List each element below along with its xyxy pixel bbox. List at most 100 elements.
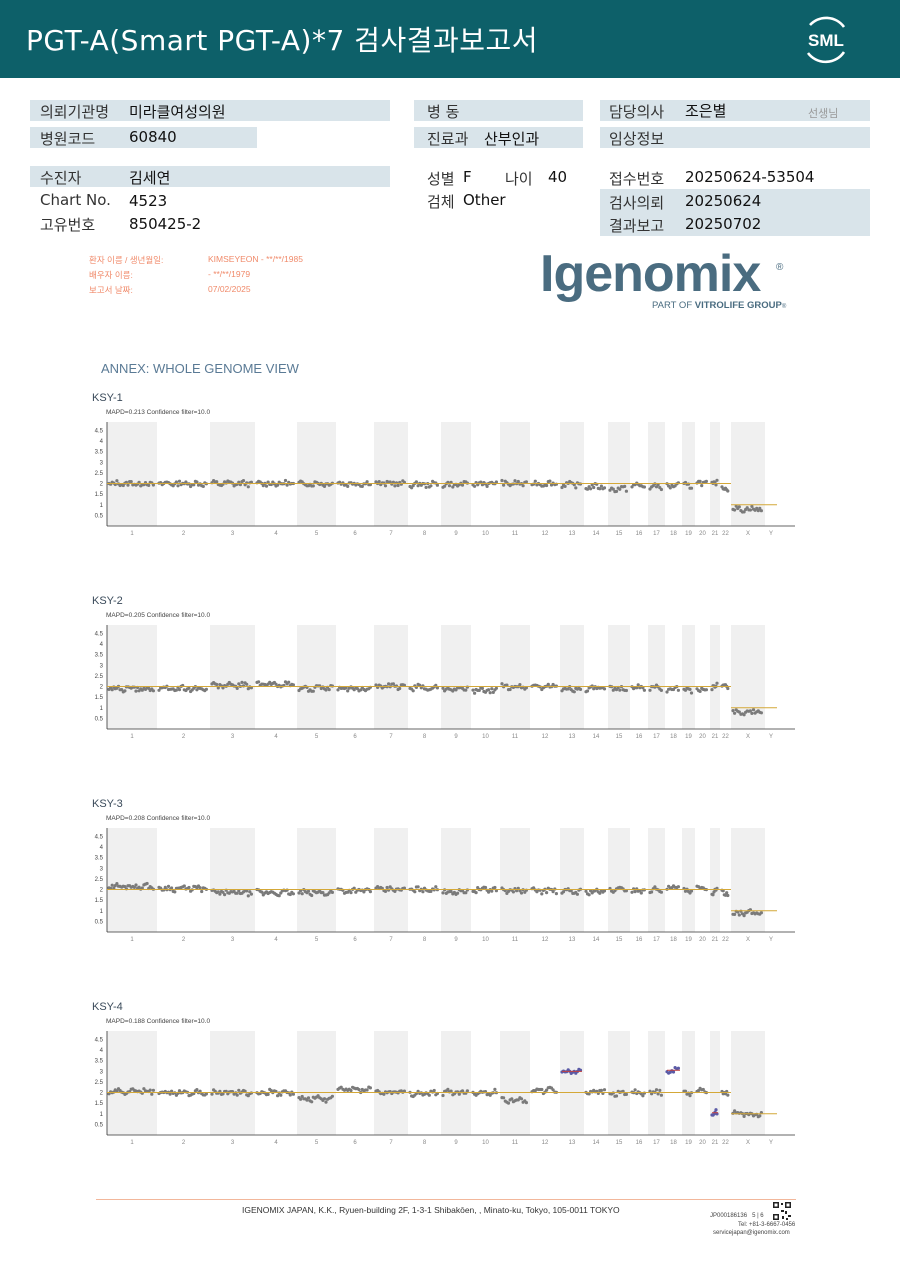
- x-tick-label: 14: [593, 937, 600, 943]
- data-point: [487, 890, 491, 894]
- doctor-suffix: 선생님: [808, 107, 839, 120]
- data-point: [759, 911, 764, 915]
- data-point: [174, 480, 178, 484]
- segment-points: [630, 683, 647, 692]
- x-tick-label: 3: [231, 531, 235, 537]
- segment-points: [630, 887, 647, 895]
- data-point: [502, 483, 506, 487]
- x-tick-label: 2: [182, 734, 186, 740]
- data-point: [120, 688, 124, 692]
- data-point: [357, 1088, 361, 1092]
- institution-label: 의뢰기관명: [40, 103, 110, 121]
- x-tick-label: Y: [769, 531, 773, 537]
- data-point: [327, 688, 331, 692]
- y-tick-label: 2.5: [95, 1080, 104, 1086]
- data-point: [416, 885, 420, 889]
- data-point: [715, 681, 719, 685]
- x-tick-label: Y: [769, 734, 773, 740]
- data-point: [110, 883, 114, 887]
- data-point: [502, 1096, 506, 1100]
- segment-points: [648, 683, 664, 692]
- data-point: [599, 484, 603, 488]
- age-value: 40: [548, 168, 568, 186]
- chromosome-band: [560, 422, 584, 526]
- data-point: [508, 687, 512, 692]
- segment-points: [584, 1088, 607, 1096]
- data-point: [336, 688, 340, 692]
- data-point: [474, 891, 478, 895]
- data-point: [382, 1092, 386, 1096]
- x-tick-label: 16: [636, 531, 643, 537]
- data-point: [726, 489, 730, 493]
- tagline-prefix: PART OF: [652, 300, 695, 311]
- segment-points: [665, 481, 681, 490]
- y-tick-label: 0.5: [95, 716, 104, 722]
- data-point: [447, 484, 452, 488]
- data-point: [241, 479, 246, 483]
- data-point: [683, 1089, 688, 1093]
- data-point: [518, 683, 522, 687]
- data-point: [598, 891, 602, 895]
- data-point: [737, 913, 741, 917]
- segment-points: [630, 481, 647, 489]
- data-point: [551, 1088, 555, 1092]
- data-point: [235, 686, 239, 690]
- y-tick-label: 4: [100, 845, 104, 851]
- data-point: [676, 1066, 681, 1070]
- data-point: [434, 885, 438, 889]
- data-point: [751, 708, 756, 712]
- chromosome-band: [500, 625, 530, 729]
- data-point: [310, 1100, 314, 1104]
- data-point: [115, 479, 119, 483]
- data-point: [641, 1094, 645, 1098]
- data-point: [618, 487, 622, 491]
- specimen-label: 검체: [427, 193, 455, 211]
- ward-row-bg: [414, 100, 583, 121]
- data-point: [150, 1092, 154, 1096]
- data-point: [714, 483, 718, 487]
- data-point: [416, 484, 420, 488]
- x-tick-label: 8: [423, 1140, 427, 1146]
- chromosome-band: [731, 828, 765, 932]
- x-tick-label: 14: [593, 734, 600, 740]
- segment-points: [648, 482, 664, 492]
- data-point: [711, 893, 715, 897]
- data-point: [683, 688, 688, 692]
- y-tick-label: 3.5: [95, 653, 104, 659]
- data-point: [602, 1088, 607, 1092]
- x-tick-label: 20: [699, 1140, 706, 1146]
- x-tick-label: 17: [653, 937, 660, 943]
- data-point: [524, 1101, 528, 1105]
- data-point: [561, 890, 566, 894]
- data-point: [200, 889, 204, 894]
- y-tick-label: 3.5: [95, 450, 104, 456]
- data-point: [112, 886, 116, 890]
- data-point: [198, 886, 202, 890]
- data-point: [516, 479, 520, 484]
- y-tick-label: 3.5: [95, 856, 104, 862]
- data-point: [633, 1088, 637, 1092]
- data-point: [659, 890, 664, 894]
- igenomix-logo: Igenomix ® PART OF VITROLIFE GROUP®: [540, 248, 786, 311]
- chromosome-band: [710, 1031, 720, 1135]
- data-point: [479, 480, 483, 484]
- x-tick-label: 18: [670, 734, 677, 740]
- data-point: [285, 483, 289, 487]
- data-point: [624, 688, 629, 693]
- patient-label: 수진자: [40, 169, 82, 187]
- department-label: 진료과: [427, 130, 469, 148]
- data-point: [500, 682, 504, 686]
- data-point: [421, 890, 425, 894]
- y-tick-label: 2: [100, 685, 104, 691]
- mapd-ksy2: MAPD=0.205 Confidence filter=10.0: [106, 612, 211, 619]
- y-tick-label: 4.5: [95, 1037, 104, 1043]
- x-tick-label: 15: [616, 937, 623, 943]
- y-tick-label: 1: [100, 1112, 104, 1118]
- data-point: [585, 487, 590, 491]
- data-point: [731, 709, 735, 713]
- x-tick-label: 11: [512, 937, 519, 943]
- data-point: [173, 890, 177, 894]
- chromosome-band: [710, 422, 720, 526]
- x-tick-label: X: [746, 937, 750, 943]
- chromosome-band: [648, 1031, 665, 1135]
